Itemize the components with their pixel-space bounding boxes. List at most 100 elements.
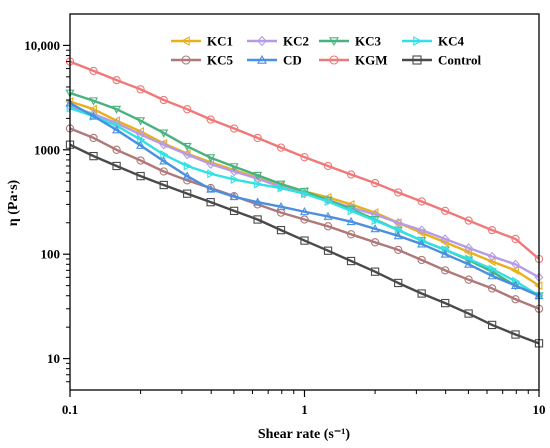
data-point-kgm <box>276 143 286 152</box>
data-point-cd <box>136 140 146 149</box>
data-point-kc3 <box>299 187 310 197</box>
data-point-kc5 <box>511 295 520 304</box>
data-point-kc3 <box>253 171 263 181</box>
data-point-kc5 <box>112 145 121 154</box>
y-tick-label: 1000 <box>34 142 60 157</box>
data-point-kgm <box>464 216 473 225</box>
data-point-cd <box>89 111 99 120</box>
data-point-kc2 <box>159 139 169 150</box>
data-point-kc1 <box>463 247 473 257</box>
data-point-kc2 <box>417 225 427 235</box>
legend-label: Control <box>438 53 481 68</box>
data-point-kc2 <box>511 259 520 270</box>
y-tick-label: 100 <box>41 247 61 262</box>
data-point-kgm <box>346 170 356 179</box>
data-point-cd <box>182 171 192 180</box>
data-point-control <box>276 225 286 235</box>
data-point-kc4 <box>207 169 216 179</box>
data-point-cd <box>370 224 380 233</box>
data-point-kc4 <box>347 206 356 216</box>
data-point-kc4 <box>324 196 333 206</box>
legend-marker-cd <box>257 54 267 64</box>
series-line-kc5 <box>69 127 540 310</box>
legend: KC1 KC2 KC3 KC4 KC5 CD KGM Control <box>171 34 481 68</box>
data-point-control <box>511 330 520 339</box>
data-point-kc5 <box>346 230 356 239</box>
data-point-control <box>183 189 192 198</box>
legend-item-kc3: KC3 <box>319 34 382 49</box>
data-point-kc5 <box>394 245 403 255</box>
data-point-kgm <box>323 161 333 171</box>
data-point-kgm <box>183 105 192 114</box>
data-point-kgm <box>136 85 145 94</box>
data-point-kc2 <box>440 234 450 244</box>
data-point-kc5 <box>300 215 309 224</box>
data-point-kc4 <box>301 189 310 199</box>
x-tick-label: 0.1 <box>62 402 78 417</box>
data-point-kc3 <box>112 105 122 114</box>
data-point-control <box>370 267 380 276</box>
data-point-cd <box>510 280 521 290</box>
data-point-kc5 <box>159 167 168 176</box>
data-point-kc4 <box>230 174 239 184</box>
data-point-cd <box>393 231 403 240</box>
data-point-kgm <box>487 225 497 235</box>
data-point-kgm <box>394 188 403 197</box>
data-point-control <box>394 278 403 288</box>
legend-item-kc2: KC2 <box>247 34 309 49</box>
data-point-kc2 <box>182 149 192 160</box>
legend-marker-kc5 <box>181 55 191 65</box>
data-point-kc3 <box>229 163 239 172</box>
legend-item-cd: CD <box>247 53 302 68</box>
data-point-kgm <box>253 133 262 143</box>
data-point-control <box>464 309 473 318</box>
data-point-cd <box>229 192 239 201</box>
data-point-cd <box>206 184 216 193</box>
data-point-kc4 <box>160 150 169 160</box>
data-point-kc4 <box>90 111 99 121</box>
x-tick-label: 10 <box>533 402 546 417</box>
data-point-control <box>206 198 215 207</box>
data-point-kc3 <box>276 180 286 189</box>
data-point-control <box>229 206 239 216</box>
data-point-control <box>136 171 145 181</box>
data-point-cd <box>112 125 122 134</box>
data-point-kc4 <box>371 216 380 226</box>
data-point-kgm <box>300 153 309 162</box>
data-point-kgm <box>417 197 426 206</box>
data-point-kgm <box>511 234 520 244</box>
data-point-kc4 <box>183 161 192 171</box>
data-point-cd <box>276 201 286 211</box>
legend-label: KC1 <box>207 34 233 49</box>
series-line-control <box>69 143 540 345</box>
data-point-kc5 <box>136 156 145 165</box>
data-point-kc4 <box>418 236 427 246</box>
data-point-cd <box>487 271 497 280</box>
data-point-kc2 <box>229 166 239 177</box>
plot-marks <box>65 57 544 348</box>
data-point-kc3 <box>182 142 192 152</box>
data-point-kgm <box>159 95 168 105</box>
legend-marker-kc4 <box>413 36 423 46</box>
data-point-kc2 <box>206 159 216 169</box>
data-point-cd <box>159 156 169 165</box>
data-point-kc5 <box>464 275 473 284</box>
data-point-cd <box>323 211 333 220</box>
data-point-control <box>441 298 450 308</box>
data-point-kc4 <box>277 183 286 193</box>
data-point-control <box>346 256 356 266</box>
legend-label: KC2 <box>283 34 309 49</box>
series-line-kc4 <box>69 107 540 297</box>
legend-marker-kc1 <box>180 36 190 46</box>
legend-label: KC5 <box>207 53 234 68</box>
data-point-control <box>487 320 497 330</box>
x-axis-title: Shear rate (s⁻¹) <box>258 427 351 442</box>
data-point-control <box>112 161 121 171</box>
data-point-kgm <box>112 75 121 85</box>
y-tick-label: 10,000 <box>24 38 60 53</box>
data-point-cd <box>253 197 263 206</box>
data-point-kc4 <box>254 179 263 189</box>
legend-item-kgm: KGM <box>319 53 388 68</box>
